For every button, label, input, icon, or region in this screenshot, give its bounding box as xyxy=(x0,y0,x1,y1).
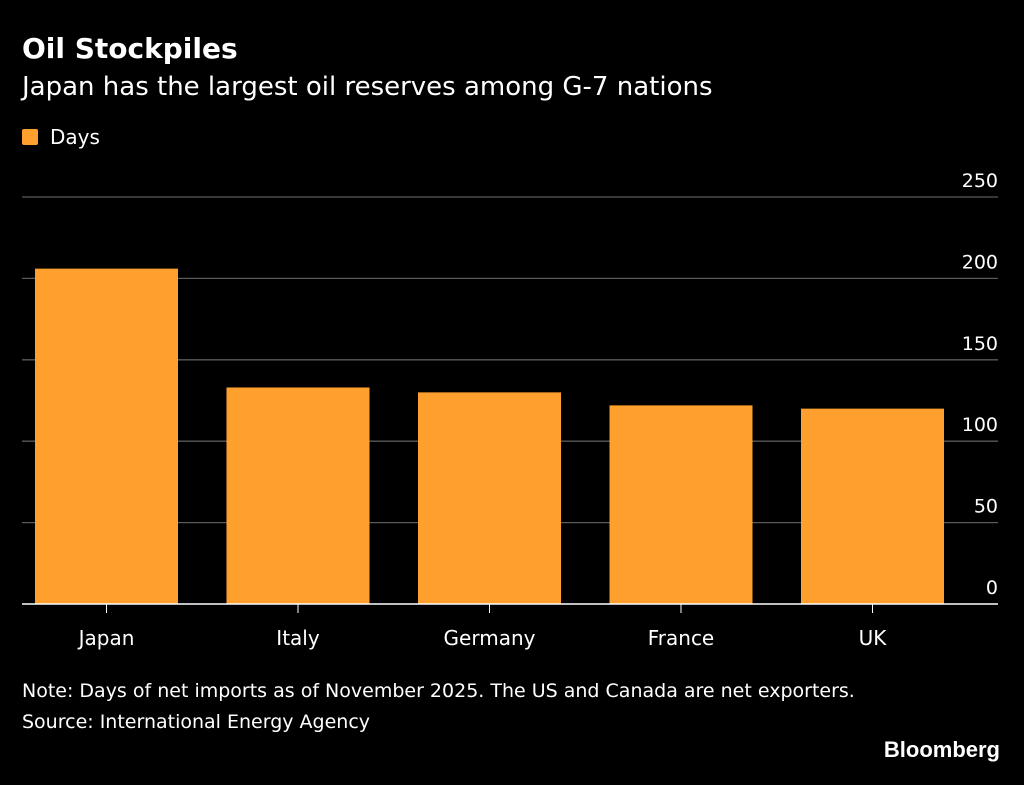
x-category-label: Italy xyxy=(276,626,320,650)
y-tick-label: 200 xyxy=(962,251,998,273)
y-tick-label: 0 xyxy=(986,577,998,599)
legend: Days xyxy=(22,123,100,151)
chart-subtitle: Japan has the largest oil reserves among… xyxy=(22,72,713,102)
bar-italy xyxy=(226,387,370,604)
y-tick-label: 150 xyxy=(962,333,998,355)
bar-germany xyxy=(418,392,561,604)
x-category-label: Japan xyxy=(77,626,135,650)
bar-chart: 0 50 100 150 200 250 Japan Italy Germany France UK xyxy=(22,170,998,650)
note-text: Note: Days of net imports as of November… xyxy=(22,680,855,702)
footnote: Note: Days of net imports as of November… xyxy=(22,676,855,738)
x-category-label: Germany xyxy=(444,626,536,650)
bloomberg-logo: Bloomberg xyxy=(883,737,1000,762)
x-category-label: France xyxy=(648,626,715,650)
source-text: Source: International Energy Agency xyxy=(22,711,371,733)
y-tick-label: 50 xyxy=(974,496,998,518)
y-tick-label: 250 xyxy=(962,170,998,192)
x-category-label: UK xyxy=(859,626,888,650)
legend-label: Days xyxy=(50,125,100,149)
legend-swatch xyxy=(22,129,38,145)
chart-title: Oil Stockpiles xyxy=(22,32,238,65)
bar-uk xyxy=(801,408,944,604)
bar-france xyxy=(609,405,753,604)
bar-japan xyxy=(35,268,178,604)
y-tick-label: 100 xyxy=(962,414,998,436)
